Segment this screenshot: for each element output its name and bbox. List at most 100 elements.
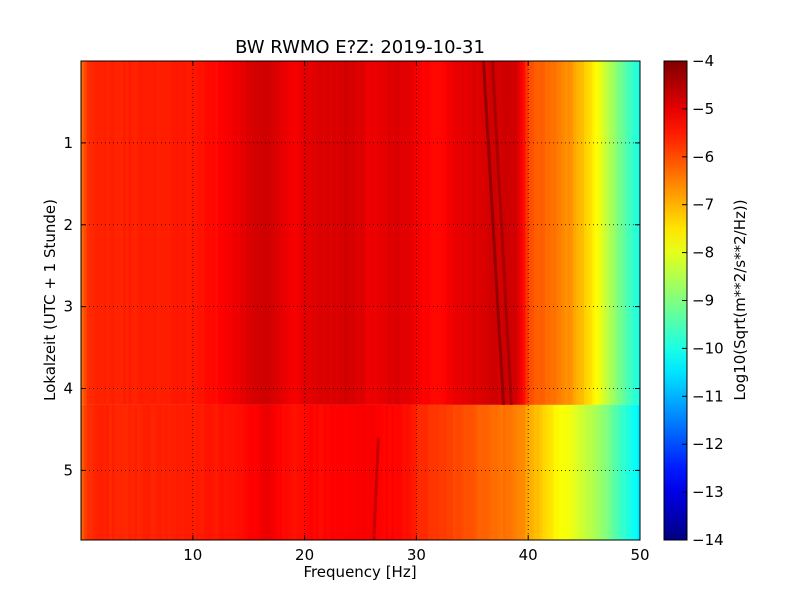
heatmap-band-before-cell xyxy=(136,61,141,405)
heatmap-band-before-cell xyxy=(338,61,342,405)
heatmap-band-before-cell xyxy=(226,61,230,405)
heatmap-band-after-cell xyxy=(480,404,485,540)
heatmap-band-before-cell xyxy=(394,61,398,405)
heatmap-band-before-cell xyxy=(531,61,535,405)
heatmap-band-before-cell xyxy=(539,61,543,405)
heatmap-band-before-cell xyxy=(452,61,457,405)
heatmap-band-before-cell xyxy=(368,61,373,405)
heatmap-band-after-cell xyxy=(396,404,401,540)
heatmap-band-before-cell xyxy=(430,61,434,405)
heatmap-band-after-cell xyxy=(475,404,479,540)
heatmap-band-before-cell xyxy=(357,61,362,405)
heatmap-band-after-cell xyxy=(128,404,132,540)
heatmap-band-before-cell xyxy=(321,61,325,405)
heatmap-band-after-cell xyxy=(494,404,499,540)
heatmap-band-after-cell xyxy=(203,404,208,540)
heatmap-band-after-cell xyxy=(472,404,476,540)
heatmap-band-after-cell xyxy=(304,404,308,540)
heatmap-band-before-cell xyxy=(310,61,314,405)
heatmap-band-after-cell xyxy=(612,404,616,540)
heatmap-band-before-cell xyxy=(388,61,392,405)
heatmap-band-after-cell xyxy=(164,404,169,540)
heatmap-band-before-cell xyxy=(206,61,211,405)
heatmap-band-after-cell xyxy=(131,404,135,540)
heatmap-band-after-cell xyxy=(234,404,239,540)
heatmap-band-after-cell xyxy=(293,404,297,540)
heatmap-band-before-cell xyxy=(301,61,306,405)
heatmap-band-before-cell xyxy=(486,61,490,405)
heatmap-band-after-cell xyxy=(223,404,227,540)
heatmap-band-after-cell xyxy=(329,404,334,540)
heatmap-band-after-cell xyxy=(483,404,487,540)
heatmap-band-after-cell xyxy=(463,404,468,540)
heatmap-band-after-cell xyxy=(243,404,247,540)
heatmap-band-before-cell xyxy=(556,61,560,405)
heatmap-band-before-cell xyxy=(514,61,518,405)
heatmap-band-after-cell xyxy=(405,404,409,540)
heatmap-band-after-cell xyxy=(416,404,420,540)
colorbar-tick-label: −6 xyxy=(692,148,714,166)
heatmap-band-after-cell xyxy=(592,404,596,540)
heatmap-band-after-cell xyxy=(511,404,515,540)
heatmap-band-before-cell xyxy=(444,61,448,405)
heatmap-band-after-cell xyxy=(273,404,278,540)
heatmap-band-before-cell xyxy=(421,61,426,405)
heatmap-band-before-cell xyxy=(405,61,409,405)
heatmap-band-before-cell xyxy=(525,61,529,405)
heatmap-band-before-cell xyxy=(480,61,485,405)
heatmap-band-after-cell xyxy=(514,404,518,540)
heatmap-band-after-cell xyxy=(519,404,524,540)
heatmap-band-after-cell xyxy=(433,404,437,540)
colorbar-label: Log10(Sqrt(m**2/s**2/Hz)) xyxy=(731,199,749,400)
heatmap-band-after-cell xyxy=(335,404,339,540)
heatmap-band-after-cell xyxy=(125,404,130,540)
heatmap-band-after-cell xyxy=(382,404,387,540)
heatmap-band-after-cell xyxy=(550,404,554,540)
heatmap-band-before-cell xyxy=(262,61,267,405)
spectral-line-2 xyxy=(490,61,513,405)
heatmap-band-after-cell xyxy=(290,404,295,540)
heatmap-band-before-cell xyxy=(81,61,85,405)
heatmap-band-before-cell xyxy=(606,61,610,405)
heatmap-band-before-cell xyxy=(139,61,144,405)
heatmap-band-after-cell xyxy=(89,404,93,540)
heatmap-band-after-cell xyxy=(120,404,124,540)
plot-frame xyxy=(80,60,641,541)
heatmap-band-before-cell xyxy=(416,61,420,405)
x-tick-label: 30 xyxy=(407,546,426,564)
heatmap-band-before-cell xyxy=(631,61,636,405)
heatmap-band-before-cell xyxy=(494,61,499,405)
spectral-line-1 xyxy=(481,61,506,405)
heatmap-band-before-cell xyxy=(391,61,395,405)
heatmap-band-after-cell xyxy=(486,404,490,540)
heatmap-band-before-cell xyxy=(475,61,479,405)
heatmap-band-after-cell xyxy=(176,404,180,540)
heatmap-band-after-cell xyxy=(100,404,104,540)
heatmap-band-before-cell xyxy=(176,61,180,405)
heatmap-band-before-cell xyxy=(223,61,227,405)
heatmap-band-after-cell xyxy=(229,404,233,540)
heatmap-band-before-cell xyxy=(522,61,527,405)
heatmap-band-after-cell xyxy=(170,404,174,540)
heatmap-band-after-cell xyxy=(324,404,328,540)
heatmap-band-after-cell xyxy=(452,404,457,540)
heatmap-band-after-cell xyxy=(497,404,501,540)
heatmap-band-before-cell xyxy=(584,61,588,405)
heatmap-band-before-cell xyxy=(511,61,515,405)
heatmap-band-after-cell xyxy=(503,404,507,540)
heatmap-band-after-cell xyxy=(190,404,194,540)
heatmap-band-after-cell xyxy=(628,404,633,540)
heatmap-band-after-cell xyxy=(201,404,205,540)
heatmap-band-after-cell xyxy=(145,404,149,540)
heatmap-band-before-cell xyxy=(352,61,356,405)
heatmap-band-before-cell xyxy=(217,61,222,405)
heatmap-band-before-cell xyxy=(195,61,199,405)
heatmap-band-before-cell xyxy=(148,61,152,405)
heatmap-band-before-cell xyxy=(100,61,104,405)
heatmap-band-after-cell xyxy=(427,404,431,540)
heatmap-band-before-cell xyxy=(620,61,624,405)
heatmap-band-before-cell xyxy=(332,61,336,405)
heatmap-band-after-cell xyxy=(556,404,560,540)
heatmap-band-after-cell xyxy=(363,404,367,540)
heatmap-band-before-cell xyxy=(589,61,594,405)
